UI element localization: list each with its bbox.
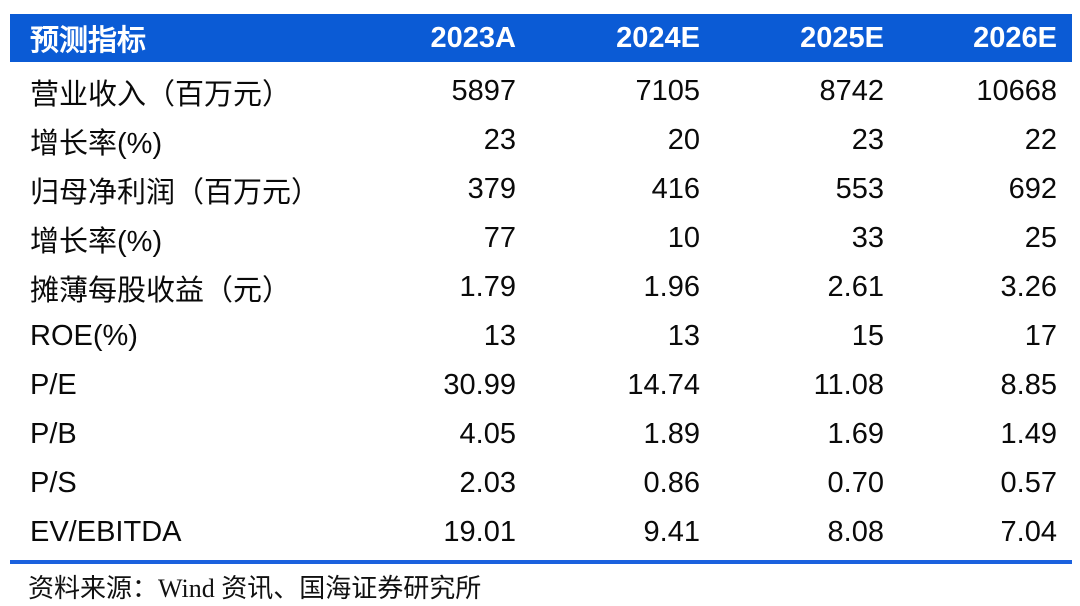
row-label: ROE(%) [30,320,138,352]
cell-value: 0.86 [643,467,700,499]
cell-value: 5897 [451,75,516,107]
cell-value: 14.74 [627,369,700,401]
cell-value: 8.08 [827,516,884,548]
cell-value: 8742 [819,75,884,107]
table-row-diluted-eps: 摊薄每股收益（元） 1.79 1.96 2.61 3.26 [10,263,1072,312]
table-body: 营业收入（百万元） 5897 7105 8742 10668 增长率(%) 23… [10,62,1072,557]
header-year-2026e: 2026E [973,21,1057,54]
cell-value: 23 [851,124,884,156]
cell-value: 553 [835,173,884,205]
cell-value: 416 [651,173,700,205]
table-row-ps: P/S 2.03 0.86 0.70 0.57 [10,459,1072,508]
cell-value: 77 [483,222,516,254]
table-row-roe: ROE(%) 13 13 15 17 [10,312,1072,361]
cell-value: 13 [667,320,700,352]
header-year-2025e: 2025E [800,21,884,54]
row-label: 增长率(%) [30,127,163,160]
cell-value: 1.49 [1000,418,1057,450]
row-label: P/B [30,418,77,450]
table-header-row: 预测指标 2023A 2024E 2025E 2026E [10,14,1072,62]
cell-value: 7105 [635,75,700,107]
cell-value: 1.89 [643,418,700,450]
cell-value: 0.70 [827,467,884,499]
cell-value: 13 [483,320,516,352]
row-label: EV/EBITDA [30,516,182,548]
cell-value: 25 [1024,222,1057,254]
table-row-pe: P/E 30.99 14.74 11.08 8.85 [10,361,1072,410]
table-row-net-profit: 归母净利润（百万元） 379 416 553 692 [10,165,1072,214]
forecast-table: 预测指标 2023A 2024E 2025E 2026E 营业收入（百万元） 5… [10,14,1072,564]
cell-value: 30.99 [443,369,516,401]
cell-value: 7.04 [1000,516,1057,548]
row-label: 摊薄每股收益（元） [30,274,292,307]
cell-value: 3.26 [1000,271,1057,303]
cell-value: 1.96 [643,271,700,303]
table-row-profit-growth: 增长率(%) 77 10 33 25 [10,214,1072,263]
data-source-note: 资料来源：Wind 资讯、国海证券研究所 [28,574,482,603]
cell-value: 17 [1024,320,1057,352]
header-year-2024e: 2024E [616,21,700,54]
cell-value: 19.01 [443,516,516,548]
cell-value: 0.57 [1000,467,1057,499]
row-label: P/E [30,369,77,401]
header-metric-label: 预测指标 [30,25,147,57]
cell-value: 15 [851,320,884,352]
cell-value: 10 [667,222,700,254]
row-label: 归母净利润（百万元） [30,176,321,209]
row-label: 增长率(%) [30,225,163,258]
cell-value: 23 [483,124,516,156]
cell-value: 1.69 [827,418,884,450]
header-year-2023a: 2023A [430,21,516,54]
cell-value: 22 [1024,124,1057,156]
cell-value: 1.79 [459,271,516,303]
cell-value: 9.41 [643,516,700,548]
row-label: P/S [30,467,77,499]
table-bottom-rule [10,560,1072,564]
row-label: 营业收入（百万元） [30,78,292,111]
table-row-pb: P/B 4.05 1.89 1.69 1.49 [10,410,1072,459]
cell-value: 8.85 [1000,369,1057,401]
cell-value: 33 [851,222,884,254]
cell-value: 4.05 [459,418,516,450]
table-row-revenue-growth: 增长率(%) 23 20 23 22 [10,116,1072,165]
cell-value: 11.08 [813,369,884,401]
cell-value: 2.61 [827,271,884,303]
table-row-ev-ebitda: EV/EBITDA 19.01 9.41 8.08 7.04 [10,508,1072,557]
cell-value: 20 [667,124,700,156]
cell-value: 379 [467,173,516,205]
cell-value: 692 [1008,173,1057,205]
cell-value: 2.03 [459,467,516,499]
table-row-revenue: 营业收入（百万元） 5897 7105 8742 10668 [10,67,1072,116]
cell-value: 10668 [976,75,1057,107]
